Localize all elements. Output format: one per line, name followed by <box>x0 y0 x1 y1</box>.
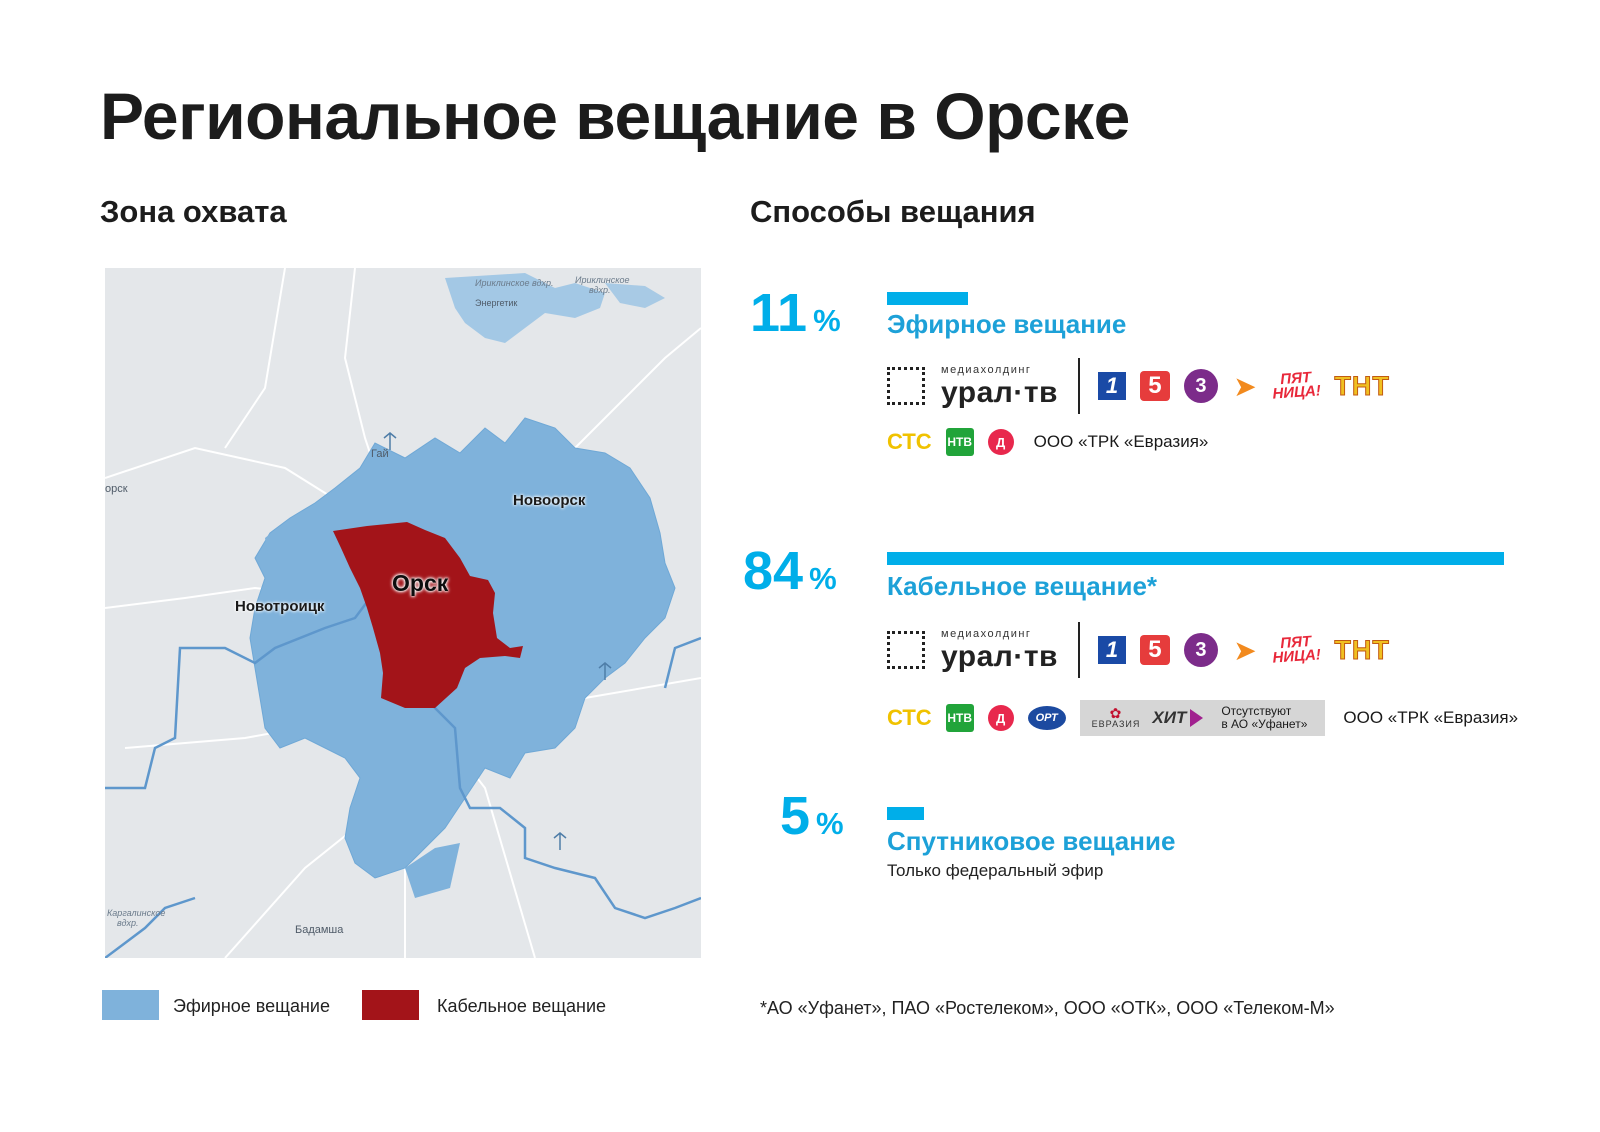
ntv-logo: НТВ <box>945 704 974 732</box>
methods-heading: Способы вещания <box>750 194 1036 229</box>
tnt-logo: ТНТ <box>1334 370 1390 401</box>
map-label-reservoir: Ириклинское вдхр. <box>475 278 554 288</box>
domashniy-logo: Д <box>987 429 1014 455</box>
ural-tv-logo: медиахолдинг урал·тв <box>887 624 1058 676</box>
antenna-icon <box>383 432 612 850</box>
cable-share-bar <box>887 552 1504 565</box>
satellite-share-bar <box>887 807 924 820</box>
ural-tv-frame-icon <box>887 631 925 669</box>
channel-1-logo: 1 <box>1097 636 1126 664</box>
legend-swatch-air <box>102 990 159 1020</box>
map-label-novotroitsk[interactable]: Новотроицк <box>235 598 325 615</box>
domashniy-logo: Д <box>987 705 1014 731</box>
sts-logo: СТС <box>887 705 932 730</box>
ren-tv-logo: ➤ <box>1233 370 1257 402</box>
absent-channels-box: ✿ ЕВРАЗИЯ ХИТ Отсутствуют в АО «Уфанет» <box>1079 700 1326 736</box>
coverage-map[interactable]: Орск Новотроицк Новоорск Гай орск Энерге… <box>105 268 701 958</box>
hit-logo: ХИТ <box>1152 708 1187 727</box>
ntv-logo: НТВ <box>945 428 974 456</box>
cable-company: ООО «ТРК «Евразия» <box>1343 708 1519 727</box>
satellite-title: Спутниковое вещание <box>887 826 1176 856</box>
tv3-logo: 3 <box>1183 369 1218 403</box>
absent-note: Отсутствуют в АО «Уфанет» <box>1221 704 1308 731</box>
air-coverage-area <box>405 843 460 898</box>
map-label-kargalinskoe-a: Каргалинское <box>107 908 166 918</box>
tv3-logo: 3 <box>1183 633 1218 667</box>
map-label-reservoir-2a: Ириклинское <box>575 275 630 285</box>
divider <box>1077 622 1080 678</box>
air-share-bar <box>887 292 968 305</box>
ural-tv-frame-icon <box>887 367 925 405</box>
region-borders <box>105 596 701 958</box>
map-label-novoorsk[interactable]: Новоорск <box>513 492 586 509</box>
ort-logo: ОРТ <box>1027 706 1066 730</box>
satellite-subtitle: Только федеральный эфир <box>887 861 1104 880</box>
map-label-badamsha: Бадамша <box>295 924 344 936</box>
cable-logos-row-2: СТС НТВ Д ОРТ ✿ ЕВРАЗИЯ ХИТ Отсутствуют в… <box>887 700 1518 736</box>
legend-swatch-cable <box>362 990 419 1020</box>
channel-1-logo: 1 <box>1097 372 1126 400</box>
cable-title: Кабельное вещание* <box>887 571 1158 601</box>
evrazia-logo: ✿ ЕВРАЗИЯ <box>1091 705 1141 729</box>
map-label-reservoir-2b: вдхр. <box>589 285 611 295</box>
air-percent: 11% <box>750 283 841 343</box>
pyatnitsa-logo: ПЯТ НИЦА! <box>1271 632 1322 667</box>
air-logos-row-1: медиахолдинг урал·тв 1 5 3 ➤ ПЯТ НИЦА! ТНТ <box>887 358 1404 414</box>
ren-tv-logo: ➤ <box>1233 634 1257 666</box>
satellite-percent: 5% <box>780 786 844 846</box>
footnote: *АО «Уфанет», ПАО «Ростелеком», ООО «ОТК… <box>760 998 1335 1018</box>
pyatnitsa-logo: ПЯТ НИЦА! <box>1271 368 1322 403</box>
map-label-energetik: Энергетик <box>475 298 518 308</box>
map-label-west: орск <box>105 483 128 495</box>
reservoir-shape <box>605 283 665 308</box>
air-title: Эфирное вещание <box>887 309 1127 339</box>
channel-5-logo: 5 <box>1139 371 1170 401</box>
cable-percent: 84% <box>743 541 837 601</box>
legend-label-air: Эфирное вещание <box>173 996 330 1016</box>
coverage-heading: Зона охвата <box>100 194 287 229</box>
page-title: Региональное вещание в Орске <box>100 79 1130 153</box>
map-label-kargalinskoe-b: вдхр. <box>117 918 139 928</box>
cable-coverage-area <box>333 522 523 708</box>
map-canvas <box>105 268 701 958</box>
map-label-orsk[interactable]: Орск <box>392 570 449 596</box>
air-coverage-area <box>265 526 290 556</box>
channel-5-logo: 5 <box>1139 635 1170 665</box>
cable-logos-row-1: медиахолдинг урал·тв 1 5 3 ➤ ПЯТ НИЦА! ТНТ <box>887 622 1404 678</box>
map-label-gai: Гай <box>371 448 389 460</box>
tnt-logo: ТНТ <box>1334 634 1390 665</box>
air-company: ООО «ТРК «Евразия» <box>1033 432 1209 451</box>
ural-tv-logo: медиахолдинг урал·тв <box>887 360 1058 412</box>
air-logos-row-2: СТС НТВ Д ООО «ТРК «Евразия» <box>887 428 1208 456</box>
legend-label-cable: Кабельное вещание <box>437 996 607 1016</box>
reservoir-shape <box>445 273 605 343</box>
sts-logo: СТС <box>887 429 932 454</box>
hit-play-icon <box>1190 709 1204 727</box>
divider <box>1077 358 1080 414</box>
